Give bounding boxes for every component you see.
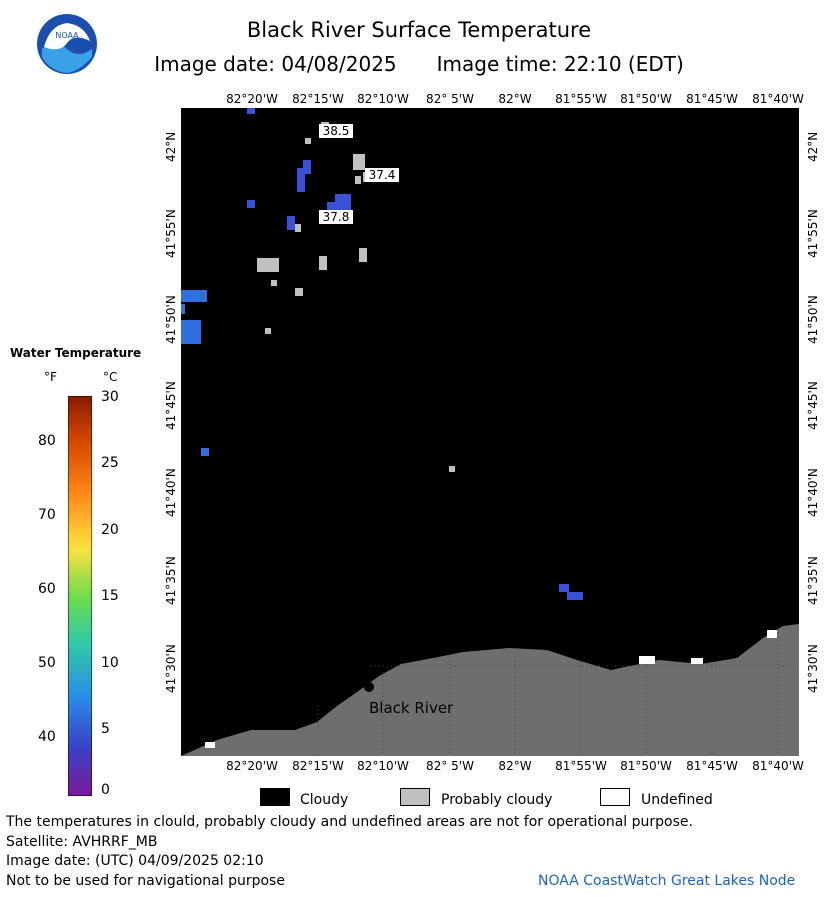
lon-tick-bottom: 81°55'W	[555, 759, 607, 773]
key-probably-cloudy-swatch	[400, 788, 430, 806]
credit-link[interactable]: NOAA CoastWatch Great Lakes Node	[538, 873, 796, 889]
temp-label-box	[319, 124, 353, 138]
colorbar-f-label: 70	[38, 507, 56, 523]
temp-label: 38.5	[323, 124, 350, 138]
cloudy-area	[181, 108, 799, 756]
undefined-area	[691, 658, 703, 664]
lat-tick-right: 41°50'N	[806, 295, 820, 344]
lon-tick-top: 82°W	[498, 92, 532, 106]
lon-tick-bottom: 81°40'W	[752, 759, 804, 773]
image-time: Image time: 22:10 (EDT)	[436, 52, 684, 76]
unit-celsius: °C	[103, 370, 118, 384]
lat-tick-right: 41°40'N	[806, 468, 820, 517]
lon-tick-top: 82° 5'W	[426, 92, 474, 106]
map-subtitle: Image date: 04/08/2025 Image time: 22:10 …	[0, 52, 838, 76]
lon-tick-top: 81°40'W	[752, 92, 804, 106]
colorbar-c-label: 20	[101, 522, 119, 538]
graticule	[317, 632, 799, 756]
colorbar-c-label: 30	[101, 389, 119, 405]
place-label: Black River	[369, 699, 454, 717]
lat-tick-right: 42°N	[806, 131, 820, 162]
colorbar-c-label: 0	[101, 782, 110, 798]
temp-label: 37.4	[369, 168, 396, 182]
colorbar-c-label: 5	[101, 721, 110, 737]
lon-tick-bottom: 81°50'W	[620, 759, 672, 773]
image-date: Image date: 04/08/2025	[154, 52, 397, 76]
temp-label: 37.8	[323, 210, 350, 224]
key-undefined-swatch	[600, 788, 630, 806]
colorbar	[68, 396, 92, 796]
disclaimer: The temperatures in clould, probably clo…	[6, 814, 693, 830]
colorbar-c-label: 10	[101, 655, 119, 671]
colorbar-f-label: 60	[38, 581, 56, 597]
undefined-area	[205, 742, 215, 748]
lon-tick-top: 82°20'W	[226, 92, 278, 106]
lon-tick-top: 82°15'W	[292, 92, 344, 106]
lat-tick-right: 41°35'N	[806, 556, 820, 605]
key-undefined-label: Undefined	[641, 792, 713, 808]
key-cloudy-label: Cloudy	[300, 792, 349, 808]
temp-label-box	[365, 168, 399, 182]
lat-tick-left: 41°40'N	[164, 468, 178, 517]
colorbar-c-label: 15	[101, 588, 119, 604]
lon-tick-top: 81°55'W	[555, 92, 607, 106]
lon-tick-bottom: 82°W	[498, 759, 532, 773]
lon-tick-bottom: 82° 5'W	[426, 759, 474, 773]
lat-tick-left: 42°N	[164, 131, 178, 162]
unit-fahrenheit: °F	[44, 370, 57, 384]
lon-tick-bottom: 82°15'W	[292, 759, 344, 773]
key-cloudy-swatch	[260, 788, 290, 806]
logo-text: NOAA	[55, 31, 79, 40]
lat-tick-left: 41°30'N	[164, 644, 178, 693]
lon-tick-bottom: 82°10'W	[357, 759, 409, 773]
map-title: Black River Surface Temperature	[246, 18, 592, 42]
water-temperature-pixels	[181, 108, 583, 600]
lat-tick-left: 41°35'N	[164, 556, 178, 605]
lon-tick-top: 81°45'W	[686, 92, 738, 106]
undefined-area	[639, 656, 655, 664]
lon-tick-bottom: 81°45'W	[686, 759, 738, 773]
lat-tick-left: 41°50'N	[164, 295, 178, 344]
lon-tick-top: 81°50'W	[620, 92, 672, 106]
lat-tick-left: 41°45'N	[164, 381, 178, 430]
land-area	[181, 624, 799, 756]
image-date-utc: Image date: (UTC) 04/09/2025 02:10	[6, 853, 264, 869]
key-probably-cloudy-label: Probably cloudy	[441, 792, 553, 808]
lat-tick-left: 41°55'N	[164, 209, 178, 258]
colorbar-f-label: 50	[38, 655, 56, 671]
navigation-note: Not to be used for navigational purpose	[6, 873, 285, 889]
temp-label-box	[319, 210, 353, 224]
lon-tick-bottom: 82°20'W	[226, 759, 278, 773]
undefined-area	[767, 630, 777, 638]
black-river-marker-icon	[364, 682, 374, 692]
lat-tick-right: 41°30'N	[806, 644, 820, 693]
colorbar-f-label: 80	[38, 433, 56, 449]
lon-tick-top: 82°10'W	[357, 92, 409, 106]
legend-title: Water Temperature	[10, 346, 142, 360]
colorbar-c-label: 25	[101, 455, 119, 471]
noaa-logo-icon: NOAA	[37, 14, 97, 74]
lat-tick-right: 41°45'N	[806, 381, 820, 430]
satellite-info: Satellite: AVHRRF_MB	[6, 834, 158, 850]
temperature-map: 38.5 37.4 37.8 Black River	[181, 108, 799, 756]
colorbar-f-label: 40	[38, 729, 56, 745]
lat-tick-right: 41°55'N	[806, 209, 820, 258]
